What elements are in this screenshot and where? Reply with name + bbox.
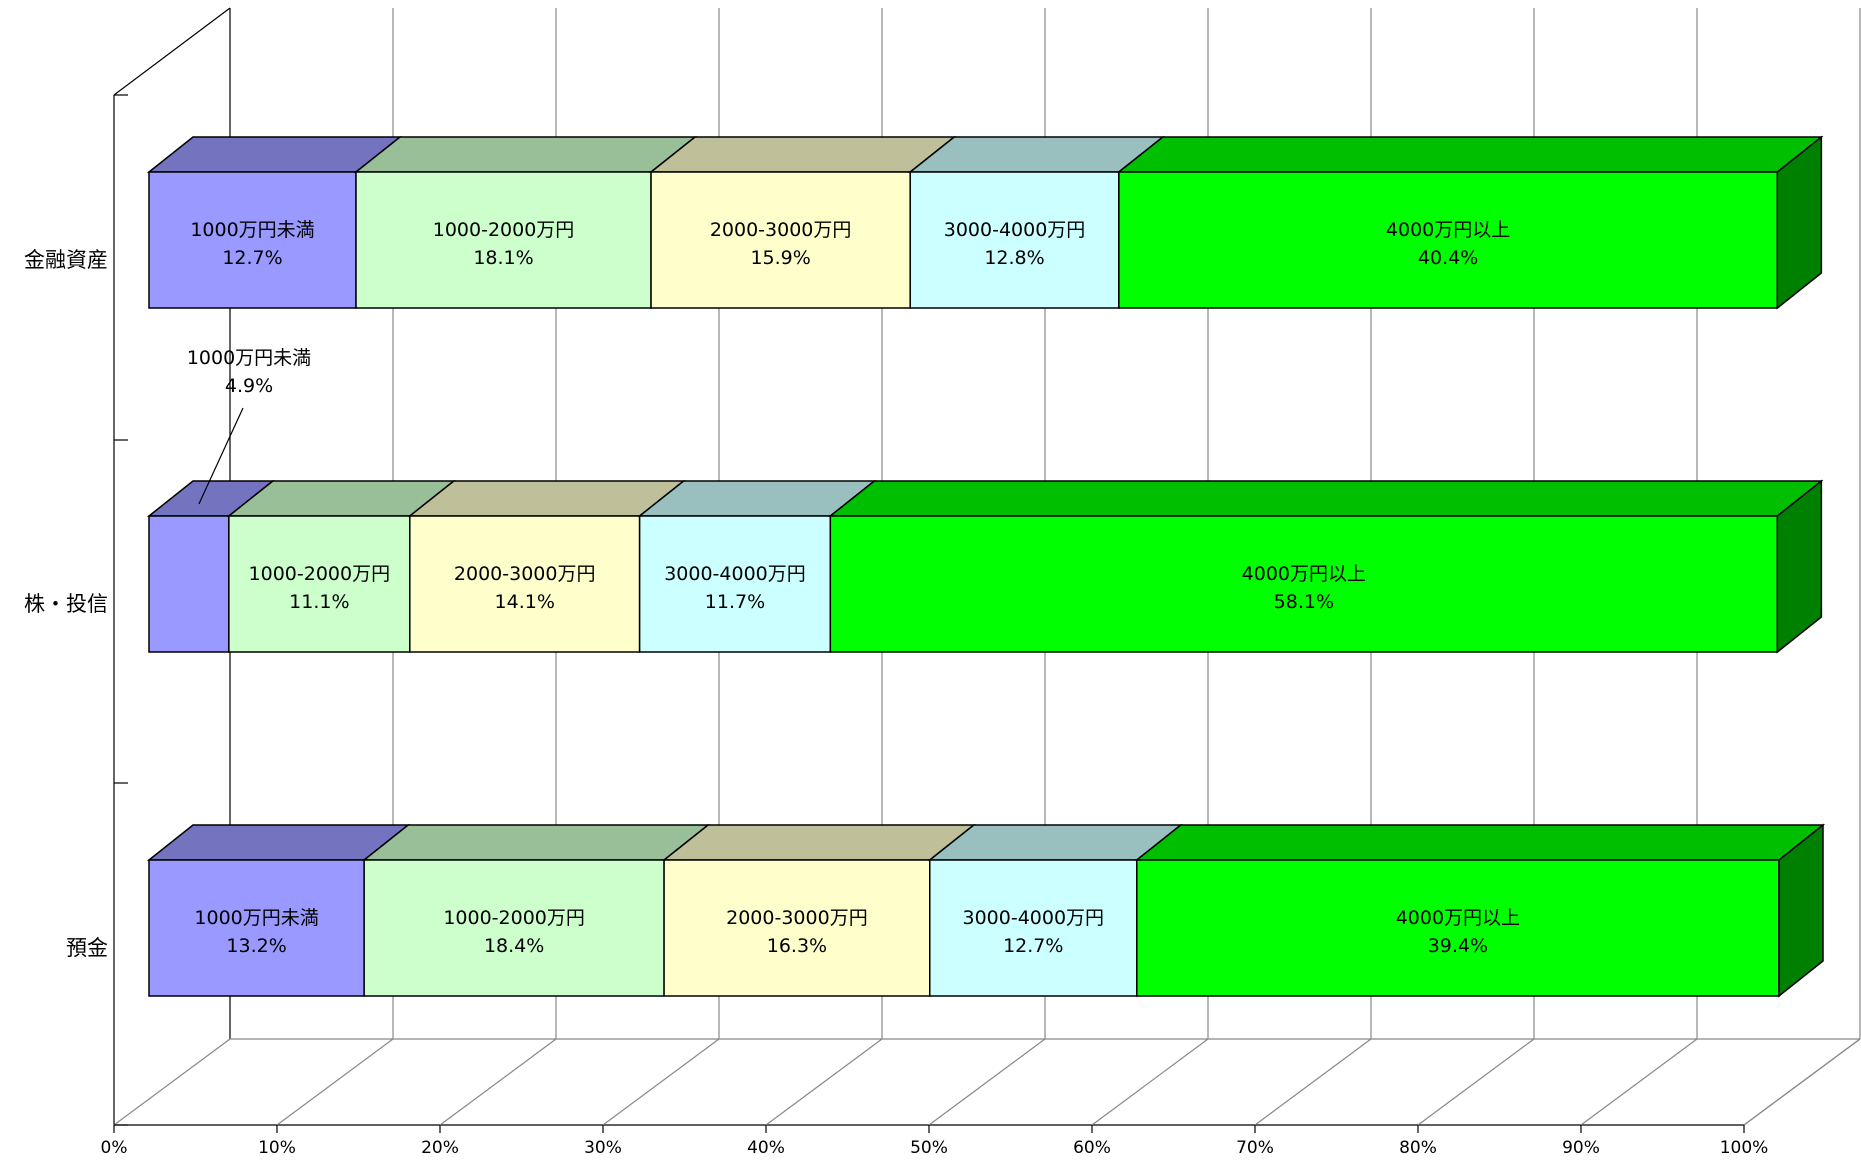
data-label-value: 13.2% bbox=[226, 935, 286, 957]
bar-row: 1000万円未満 13.2% 1000-2000万円 18.4% 2000-3000万円… bbox=[146, 823, 1826, 998]
bar-row: 1000万円未満 4.9% 1000-2000万円 11.1% 2000-3000万円 1… bbox=[146, 347, 1824, 654]
bar-segment-top bbox=[146, 824, 411, 861]
gridline-floor bbox=[1091, 1038, 1209, 1126]
data-label-value: 12.7% bbox=[222, 247, 282, 269]
data-label-name: 3000-4000万円 bbox=[664, 563, 806, 585]
gridline-floor bbox=[1254, 1038, 1372, 1126]
x-tick-label: 70% bbox=[1236, 1138, 1274, 1157]
gridline-floor bbox=[1580, 1038, 1698, 1126]
bar-row: 1000万円未満 12.7% 1000-2000万円 18.1% 2000-3000万円… bbox=[146, 135, 1824, 310]
x-tick-label: 80% bbox=[1399, 1138, 1437, 1157]
data-label-name: 2000-3000万円 bbox=[726, 907, 868, 929]
data-label-value: 40.4% bbox=[1418, 247, 1478, 269]
data-label-value: 58.1% bbox=[1274, 591, 1334, 613]
x-tick-label: 50% bbox=[910, 1138, 948, 1157]
gridline-floor bbox=[1743, 1038, 1861, 1126]
data-label-name: 2000-3000万円 bbox=[454, 563, 596, 585]
data-label-value: 18.1% bbox=[473, 247, 533, 269]
bar-segment bbox=[650, 171, 911, 309]
bar-segment-top bbox=[828, 480, 1824, 517]
data-label-leader bbox=[198, 407, 244, 505]
data-label-name: 1000万円未満 bbox=[194, 907, 318, 929]
gridline-floor bbox=[928, 1038, 1046, 1126]
bar-segment bbox=[148, 515, 230, 653]
bars: 1000万円未満 12.7% 1000-2000万円 18.1% 2000-3000万円… bbox=[146, 135, 1826, 998]
data-label-value: 18.4% bbox=[484, 935, 544, 957]
data-label-value: 12.7% bbox=[1003, 935, 1063, 957]
category-label: 金融資産 bbox=[24, 248, 108, 272]
bar-segment-top bbox=[362, 824, 711, 861]
data-label-name: 4000万円以上 bbox=[1242, 563, 1366, 585]
bar-segment-top bbox=[1134, 824, 1826, 861]
data-label-value: 16.3% bbox=[767, 935, 827, 957]
gridline-floor bbox=[602, 1038, 720, 1126]
bar-side-face bbox=[1776, 479, 1823, 654]
bar-segment bbox=[829, 515, 1779, 653]
bar-segment bbox=[363, 859, 665, 997]
data-label-name: 1000-2000万円 bbox=[443, 907, 585, 929]
data-label-name: 1000-2000万円 bbox=[433, 219, 575, 241]
bar-side-face bbox=[1778, 823, 1824, 998]
bar-segment-top bbox=[648, 136, 957, 173]
side-wall-top-edge bbox=[113, 7, 231, 96]
bar-segment bbox=[663, 859, 931, 997]
x-tick-label: 100% bbox=[1720, 1138, 1769, 1157]
data-label-name: 3000-4000万円 bbox=[944, 219, 1086, 241]
bar-segment bbox=[355, 171, 652, 309]
bar-segment bbox=[228, 515, 411, 653]
data-label-name: 3000-4000万円 bbox=[962, 907, 1104, 929]
data-label-name: 1000-2000万円 bbox=[249, 563, 391, 585]
x-tick-labels: 0% 10% 20% 30% 40% 50% 60% 70% 80% 90% 100% bbox=[101, 1138, 1769, 1158]
data-label-value: 12.8% bbox=[984, 247, 1044, 269]
x-tick-label: 10% bbox=[258, 1138, 296, 1157]
data-label-name: 4000万円以上 bbox=[1396, 907, 1520, 929]
data-label-value: 39.4% bbox=[1428, 935, 1488, 957]
gridline-floor bbox=[276, 1038, 394, 1126]
data-label-name: 4000万円以上 bbox=[1386, 219, 1510, 241]
bar-segment-top bbox=[407, 480, 686, 517]
gridline-floor bbox=[113, 1038, 231, 1126]
data-label-name: 1000万円未満 bbox=[187, 347, 311, 369]
bar-segment bbox=[638, 515, 832, 653]
gridline-floor bbox=[1417, 1038, 1535, 1126]
category-label: 株・投信 bbox=[24, 592, 108, 616]
bar-side-face bbox=[1776, 135, 1823, 310]
bar-segment bbox=[148, 171, 357, 309]
x-tick-label: 0% bbox=[101, 1138, 128, 1157]
bar-segment bbox=[148, 859, 365, 997]
gridline-floor bbox=[439, 1038, 557, 1126]
data-label-name: 2000-3000万円 bbox=[710, 219, 852, 241]
x-tick-label: 20% bbox=[421, 1138, 459, 1157]
data-label-name: 1000万円未満 bbox=[190, 219, 314, 241]
data-label-value: 15.9% bbox=[750, 247, 810, 269]
bar-segment-top bbox=[1116, 136, 1824, 173]
x-tick-label: 30% bbox=[584, 1138, 622, 1157]
bar-segment bbox=[409, 515, 641, 653]
x-tick-label: 40% bbox=[747, 1138, 785, 1157]
x-tick-label: 90% bbox=[1562, 1138, 1600, 1157]
x-tick-label: 60% bbox=[1073, 1138, 1111, 1157]
data-label-value: 4.9% bbox=[225, 375, 273, 397]
category-label: 預金 bbox=[66, 936, 108, 960]
data-label-value: 11.7% bbox=[705, 591, 765, 613]
data-label-value: 14.1% bbox=[495, 591, 555, 613]
bar-segment bbox=[909, 171, 1120, 309]
gridline-floor bbox=[765, 1038, 883, 1126]
bar-segment-top bbox=[661, 824, 976, 861]
bar-segment-top bbox=[353, 136, 698, 173]
data-label-value: 11.1% bbox=[289, 591, 349, 613]
